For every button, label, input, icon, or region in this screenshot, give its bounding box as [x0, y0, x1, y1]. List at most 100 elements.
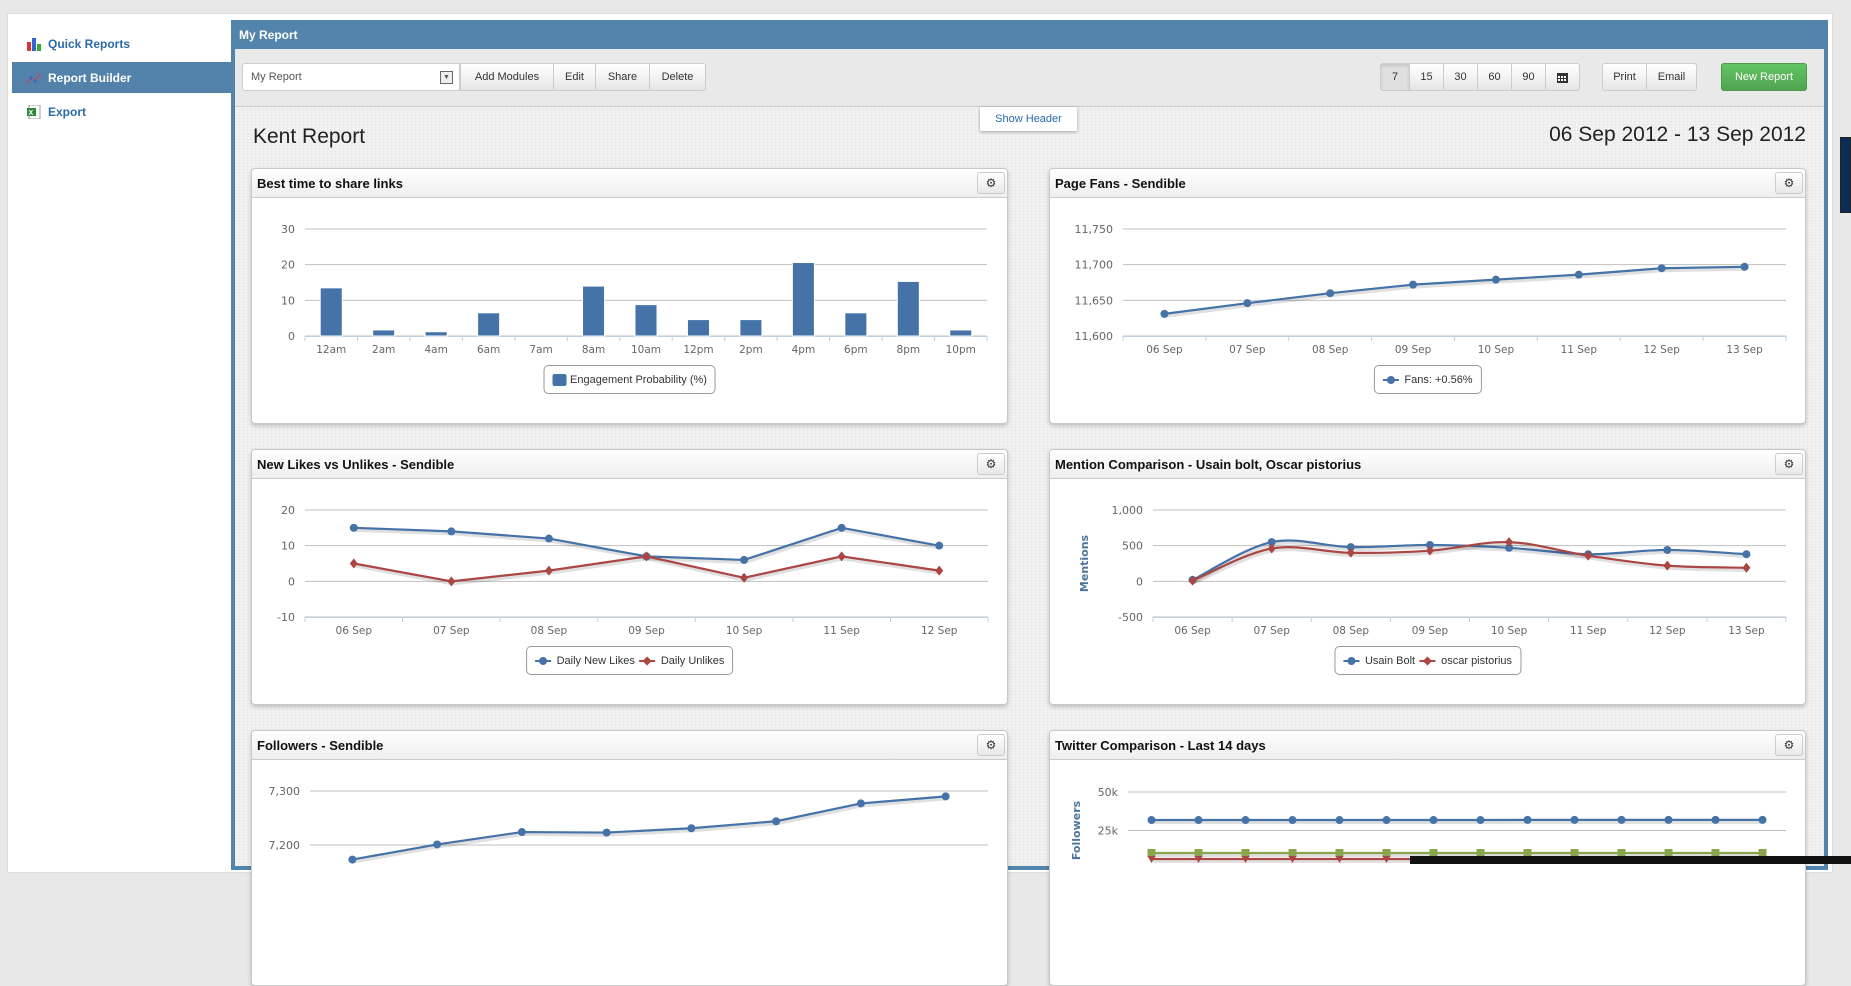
bar: [792, 263, 814, 336]
data-point: [1160, 310, 1168, 318]
data-point: [1524, 816, 1532, 824]
bar: [583, 286, 605, 336]
data-point: [1242, 816, 1250, 824]
x-tick-label: 07 Sep: [1253, 625, 1290, 637]
range-30-button[interactable]: 30: [1443, 63, 1478, 91]
bar: [740, 320, 762, 336]
chevron-down-icon[interactable]: ▼: [440, 71, 453, 84]
data-point: [1741, 263, 1749, 271]
range-90-button[interactable]: 90: [1511, 63, 1546, 91]
y-tick-label: 10: [281, 540, 295, 553]
x-tick-label: 08 Sep: [1333, 625, 1370, 637]
x-tick-label: 10am: [631, 344, 661, 356]
show-header-button[interactable]: Show Header: [980, 107, 1077, 131]
y-axis-title: Followers: [1070, 800, 1083, 860]
bar: [320, 288, 342, 336]
x-tick-label: 10 Sep: [1491, 625, 1528, 637]
chart-card-mention-comparison: Mention Comparison - Usain bolt, Oscar p…: [1049, 449, 1806, 705]
chart-legend: Engagement Probability (%): [543, 365, 716, 394]
x-tick-label: 7am: [529, 344, 552, 356]
range-60-button[interactable]: 60: [1477, 63, 1512, 91]
y-tick-label: 11,750: [1075, 223, 1114, 236]
series-shadow: [1165, 269, 1745, 316]
y-tick-label: -500: [1118, 611, 1143, 624]
data-point: [1242, 849, 1250, 857]
email-button[interactable]: Email: [1646, 63, 1697, 91]
calendar-button[interactable]: [1545, 63, 1580, 91]
legend-marker-icon: [552, 374, 566, 386]
x-tick-label: 2am: [372, 344, 395, 356]
report-select[interactable]: My Report ▼: [242, 63, 460, 91]
x-tick-label: 11 Sep: [1561, 344, 1598, 356]
x-tick-label: 09 Sep: [1395, 344, 1432, 356]
legend-marker-icon: [1343, 656, 1359, 666]
y-tick-label: 1,000: [1112, 504, 1144, 517]
legend-item[interactable]: Usain Bolt: [1343, 655, 1415, 667]
sidebar-item-label: Export: [48, 105, 86, 119]
legend-marker-icon: [1382, 375, 1398, 385]
data-point: [1477, 816, 1485, 824]
data-point: [687, 824, 695, 832]
print-button[interactable]: Print: [1602, 63, 1647, 91]
data-point: [1742, 550, 1750, 558]
bar-chart-icon: [26, 37, 42, 51]
data-point: [1243, 299, 1251, 307]
x-tick-label: 6pm: [844, 344, 868, 356]
legend-item[interactable]: Engagement Probability (%): [552, 374, 707, 386]
x-tick-label: 4am: [424, 344, 447, 356]
sidebar-item-report-builder[interactable]: Report Builder: [12, 62, 231, 93]
calendar-icon: [1557, 72, 1568, 83]
x-tick-label: 11 Sep: [1570, 625, 1607, 637]
data-point: [740, 556, 748, 564]
y-tick-label: 11,600: [1075, 330, 1114, 343]
x-tick-label: 8am: [582, 344, 605, 356]
data-point: [1148, 816, 1156, 824]
data-point: [1326, 289, 1334, 297]
range-15-button[interactable]: 15: [1409, 63, 1444, 91]
data-point: [1663, 546, 1671, 554]
data-point: [433, 840, 441, 848]
report-title: Kent Report: [253, 125, 365, 149]
data-point: [518, 828, 526, 836]
x-tick-label: 10pm: [946, 344, 976, 356]
x-tick-label: 10 Sep: [726, 625, 763, 637]
sidebar-item-export[interactable]: X Export: [12, 96, 231, 127]
data-point: [1430, 816, 1438, 824]
share-button[interactable]: Share: [595, 63, 650, 91]
bar: [950, 330, 972, 336]
line-chart-icon: [26, 71, 42, 85]
legend-item[interactable]: Daily Unlikes: [639, 655, 725, 667]
y-tick-label: 7,300: [269, 785, 301, 798]
add-modules-button[interactable]: Add Modules: [460, 63, 554, 91]
delete-button[interactable]: Delete: [649, 63, 706, 91]
series-line: [1164, 267, 1744, 314]
x-tick-label: 4pm: [792, 344, 816, 356]
svg-text:X: X: [29, 110, 34, 117]
legend-item[interactable]: Fans: +0.56%: [1382, 374, 1472, 386]
new-report-button[interactable]: New Report: [1721, 63, 1807, 91]
data-point: [1409, 281, 1417, 289]
data-point: [348, 856, 356, 864]
bar: [478, 313, 500, 336]
x-tick-label: 13 Sep: [1726, 344, 1763, 356]
chart-legend: Fans: +0.56%: [1373, 365, 1481, 394]
x-tick-label: 10 Sep: [1478, 344, 1515, 356]
overlay-bar: [1410, 856, 1851, 864]
data-point: [838, 524, 846, 532]
side-feedback-tab[interactable]: [1840, 137, 1851, 213]
bar: [635, 305, 657, 336]
data-point: [1571, 816, 1579, 824]
data-point: [350, 524, 358, 532]
sidebar-item-quick-reports[interactable]: Quick Reports: [12, 28, 231, 59]
y-tick-label: 0: [288, 575, 295, 588]
legend-label: Engagement Probability (%): [570, 374, 707, 386]
range-7-button[interactable]: 7: [1380, 63, 1410, 91]
data-point: [1665, 816, 1673, 824]
edit-button[interactable]: Edit: [553, 63, 596, 91]
legend-item[interactable]: Daily New Likes: [535, 655, 635, 667]
data-point: [545, 535, 553, 543]
legend-item[interactable]: oscar pistorius: [1419, 655, 1512, 667]
x-tick-label: 09 Sep: [1412, 625, 1449, 637]
